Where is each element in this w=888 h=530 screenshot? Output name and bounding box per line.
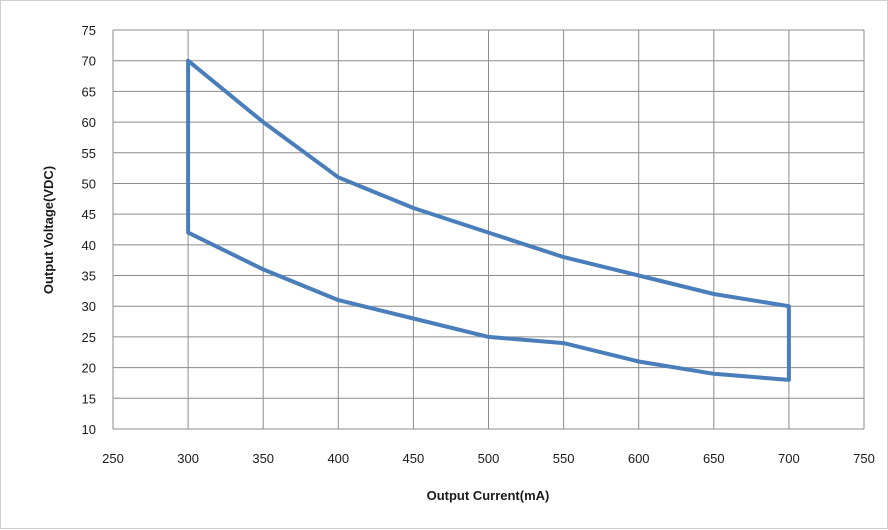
series-line — [186, 58, 791, 382]
grid-lines — [112, 29, 865, 430]
series-group — [186, 58, 791, 382]
x-tick-label: 600 — [628, 451, 650, 466]
y-tick-label: 70 — [82, 54, 96, 69]
x-tick-label: 250 — [102, 451, 124, 466]
x-tick-label: 350 — [252, 451, 274, 466]
y-tick-label: 35 — [82, 269, 96, 284]
y-tick-label: 30 — [82, 299, 96, 314]
y-tick-label: 50 — [82, 176, 96, 191]
y-tick-label: 75 — [82, 23, 96, 38]
y-tick-label: 20 — [82, 361, 96, 376]
x-tick-label: 750 — [853, 451, 875, 466]
y-tick-label: 55 — [82, 146, 96, 161]
x-tick-label: 450 — [403, 451, 425, 466]
y-axis-ticks: 10 15 20 25 30 35 40 45 50 55 60 65 70 75 — [82, 23, 96, 437]
y-axis-title: Output Voltage(VDC) — [41, 166, 56, 294]
x-axis-title: Output Current(mA) — [427, 488, 550, 503]
y-tick-label: 45 — [82, 207, 96, 222]
x-tick-label: 650 — [703, 451, 725, 466]
x-tick-label: 700 — [778, 451, 800, 466]
y-tick-label: 60 — [82, 115, 96, 130]
y-tick-label: 25 — [82, 330, 96, 345]
y-tick-label: 40 — [82, 238, 96, 253]
x-tick-label: 300 — [177, 451, 199, 466]
x-tick-label: 500 — [478, 451, 500, 466]
y-tick-label: 15 — [82, 391, 96, 406]
y-tick-label: 65 — [82, 84, 96, 99]
x-tick-label: 400 — [327, 451, 349, 466]
x-axis-ticks: 250 300 350 400 450 500 550 600 650 700 750 — [102, 451, 875, 466]
y-tick-label: 10 — [82, 422, 96, 437]
x-tick-label: 550 — [553, 451, 575, 466]
